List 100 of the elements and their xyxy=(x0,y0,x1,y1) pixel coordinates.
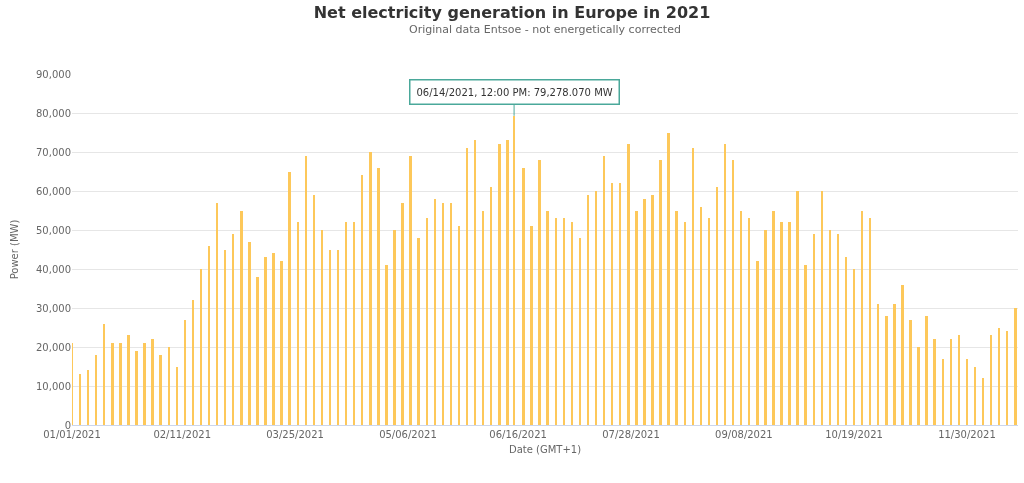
bar xyxy=(498,144,501,425)
bar xyxy=(555,218,557,425)
bar xyxy=(546,211,549,425)
bar xyxy=(837,234,839,425)
bar xyxy=(877,304,879,425)
bar xyxy=(611,183,613,425)
bar xyxy=(200,269,202,425)
bar xyxy=(917,347,920,425)
bar xyxy=(522,168,525,425)
bar xyxy=(998,328,1000,425)
bar xyxy=(966,359,968,425)
bar xyxy=(135,351,138,425)
bar xyxy=(1006,331,1008,425)
bar xyxy=(513,116,515,425)
y-tick-label: 40,000 xyxy=(36,263,71,275)
bar xyxy=(563,218,565,425)
bar xyxy=(579,238,581,425)
bar xyxy=(474,140,476,425)
bar xyxy=(426,218,428,425)
x-tick-label: 02/11/2021 xyxy=(153,429,212,440)
bar xyxy=(313,195,315,425)
x-tick-label: 05/06/2021 xyxy=(379,429,437,440)
bar xyxy=(369,152,372,425)
bar xyxy=(764,230,767,425)
bar xyxy=(861,211,863,425)
bar xyxy=(829,230,831,425)
bar xyxy=(111,343,114,425)
bar xyxy=(804,265,807,425)
bar xyxy=(1014,308,1017,425)
y-tick-label: 20,000 xyxy=(36,341,71,353)
bar xyxy=(708,218,710,425)
bar xyxy=(853,269,855,425)
bar xyxy=(643,199,646,425)
bar xyxy=(869,218,871,425)
bar xyxy=(297,222,299,425)
bar xyxy=(756,261,759,425)
bar xyxy=(667,133,670,425)
bar xyxy=(901,285,904,425)
x-tick-label: 06/16/2021 xyxy=(489,429,547,440)
bar xyxy=(103,324,105,425)
bar xyxy=(603,156,605,425)
bar xyxy=(684,222,686,425)
bar xyxy=(337,250,339,425)
y-tick-label: 30,000 xyxy=(36,302,71,314)
bar xyxy=(409,156,412,425)
bar xyxy=(168,347,170,425)
bar xyxy=(982,378,984,425)
x-tick-label: 11/30/2021 xyxy=(938,429,996,440)
chart-title: Net electricity generation in Europe in 2021 xyxy=(313,3,711,23)
bar xyxy=(506,140,509,425)
bar xyxy=(659,160,662,425)
bar xyxy=(208,246,210,425)
bar xyxy=(538,160,541,425)
bar xyxy=(417,238,420,425)
bar xyxy=(933,339,936,425)
bar xyxy=(240,211,243,425)
bar xyxy=(442,203,444,425)
bar xyxy=(79,374,81,425)
bar xyxy=(651,195,654,425)
bar xyxy=(329,250,331,425)
bar xyxy=(893,304,896,425)
bar xyxy=(958,335,960,425)
bar xyxy=(434,199,436,425)
bar xyxy=(159,355,162,425)
bar xyxy=(401,203,404,425)
x-tick-label: 03/25/2021 xyxy=(266,429,324,440)
bar xyxy=(692,148,694,425)
bar xyxy=(675,211,678,425)
bar xyxy=(595,191,597,425)
bar xyxy=(748,218,750,425)
bar xyxy=(974,367,976,425)
bar xyxy=(305,156,307,425)
bar xyxy=(885,316,888,425)
bar xyxy=(821,191,823,425)
bar xyxy=(700,207,702,425)
bar xyxy=(119,343,122,425)
bar xyxy=(716,187,718,425)
bar xyxy=(272,253,275,425)
x-axis-title: Date (GMT+1) xyxy=(508,443,582,455)
y-tick-label: 70,000 xyxy=(36,146,71,158)
bar xyxy=(813,234,815,425)
bar xyxy=(780,222,783,425)
bar xyxy=(796,191,799,425)
bar xyxy=(280,261,283,425)
bar xyxy=(224,250,226,425)
bar xyxy=(450,203,452,425)
bar xyxy=(845,257,847,425)
bar xyxy=(192,300,194,425)
bar xyxy=(232,234,234,425)
bar xyxy=(788,222,791,425)
bar xyxy=(385,265,388,425)
x-tick-label: 07/28/2021 xyxy=(602,429,660,440)
bar xyxy=(264,257,267,425)
bar xyxy=(925,316,928,425)
bar xyxy=(587,195,589,425)
bar xyxy=(466,148,468,425)
bar xyxy=(216,203,218,425)
bar xyxy=(345,222,347,425)
y-tick-label: 50,000 xyxy=(36,224,71,236)
bar xyxy=(990,335,992,425)
